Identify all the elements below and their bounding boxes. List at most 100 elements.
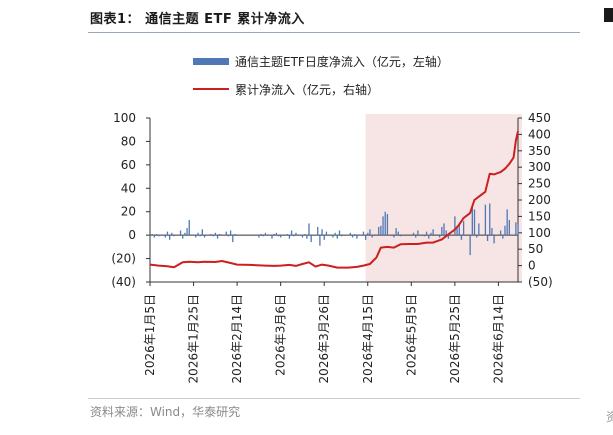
daily-flow-bar [219,233,221,236]
daily-flow-bar [515,222,517,236]
daily-flow-bar [262,235,264,237]
daily-flow-bar [295,232,297,236]
daily-flow-bar [397,231,399,236]
x-tick-label: 2026年6月14日 [491,294,505,383]
daily-flow-bar [506,209,508,236]
daily-flow-bar [341,235,343,237]
right-tick-label: 200 [528,193,551,207]
daily-flow-bar [469,235,471,256]
daily-flow-bar [393,235,395,238]
right-tick-label: 150 [528,209,551,223]
legend-bar-label: 通信主题ETF日度净流入（亿元，左轴） [235,54,449,69]
cumulative-flow-line [149,130,519,269]
daily-flow-bar [447,235,450,239]
x-tick-label: 2026年1月5日 [143,294,157,376]
daily-flow-bar [356,235,358,239]
daily-flow-bar [214,232,217,236]
daily-flow-bar [153,235,156,238]
daily-flow-bar [486,235,489,241]
right-tick-label: 250 [528,177,551,191]
legend-item-line: 累计净流入（亿元，右轴） [193,78,449,100]
daily-flow-bar [443,223,445,236]
daily-flow-bar [336,235,338,239]
daily-flow-bar [260,233,262,236]
title-bar: 图表1： 通信主题 ETF 累计净流入 [0,0,613,33]
legend-line-swatch [193,88,229,90]
daily-flow-bar [173,235,175,237]
daily-flow-bar [478,223,480,236]
daily-flow-bar [471,207,473,236]
daily-flow-bar [504,225,506,236]
legend-line-label: 累计净流入（亿元，右轴） [235,82,380,97]
daily-flow-bar [308,223,310,236]
right-tick-label: (50) [528,275,553,289]
daily-flow-bar [149,235,151,237]
left-tick-label: 80 [121,134,136,148]
daily-flow-bar [484,204,487,236]
daily-flow-bar [179,230,182,236]
daily-flow-bar [428,235,430,239]
daily-flow-bar [386,214,389,236]
daily-flow-bar [203,235,206,238]
daily-flow-bar [277,235,280,237]
daily-flow-bar [273,233,275,236]
daily-flow-bar [232,235,234,243]
daily-flow-bar [195,235,197,238]
daily-flow-bar [216,235,219,239]
daily-flow-bar [234,233,236,236]
daily-flow-bar [439,235,441,238]
daily-flow-bar [384,211,386,236]
daily-flow-bar [351,235,354,238]
daily-flow-bar [212,235,214,237]
left-tick-label: 0 [128,228,136,242]
chart-title: 图表1： 通信主题 ETF 累计净流入 [90,12,305,27]
daily-flow-bar [158,235,160,237]
footer-rule [88,398,580,399]
daily-flow-bar [199,235,201,237]
daily-flow-bar [371,235,373,238]
daily-flow-bar [354,233,356,236]
daily-flow-bar [164,235,166,238]
daily-flow-bar [380,225,382,236]
daily-flow-bar [349,232,352,236]
x-tick-label: 2026年1月25日 [187,294,201,383]
daily-flow-bar [460,235,463,240]
daily-flow-bar [258,235,260,238]
daily-flow-bar [489,203,491,236]
right-tick-label: 450 [528,111,551,125]
daily-flow-bar [293,235,295,237]
daily-flow-bar [517,224,519,236]
daily-flow-bar [301,235,304,238]
x-tick-label: 2026年3月26日 [317,294,331,383]
daily-flow-bar [304,233,306,236]
daily-flow-bar [280,235,282,238]
x-tick-label: 2026年5月5日 [404,294,418,376]
left-tick-label: 60 [121,158,136,172]
right-tick-label: 0 [528,259,536,273]
legend-item-bar: 通信主题ETF日度净流入（亿元，左轴） [193,50,449,72]
daily-flow-bar [432,229,434,236]
daily-flow-bar [264,232,267,236]
daily-flow-bar [197,232,199,236]
daily-flow-bar [227,235,230,237]
daily-flow-bar [445,230,447,236]
daily-flow-bar [456,228,458,236]
left-tick-label: 40 [121,181,136,195]
daily-flow-bar [412,232,415,236]
daily-flow-bar [399,235,402,237]
right-tick-label: 350 [528,144,551,158]
right-tick-label: 100 [528,226,551,240]
daily-flow-bar [458,224,460,236]
daily-flow-bar [382,216,384,236]
x-tick-label: 2026年2月14日 [230,294,244,383]
daily-flow-bar [417,230,419,236]
left-tick-label: 20 [121,205,136,219]
daily-flow-bar [332,235,334,238]
title-rule [88,32,580,33]
daily-flow-bar [378,226,380,236]
daily-flow-bar [473,209,476,236]
daily-flow-bar [323,235,325,240]
daily-flow-bar [201,229,203,236]
daily-flow-bar [275,232,277,236]
